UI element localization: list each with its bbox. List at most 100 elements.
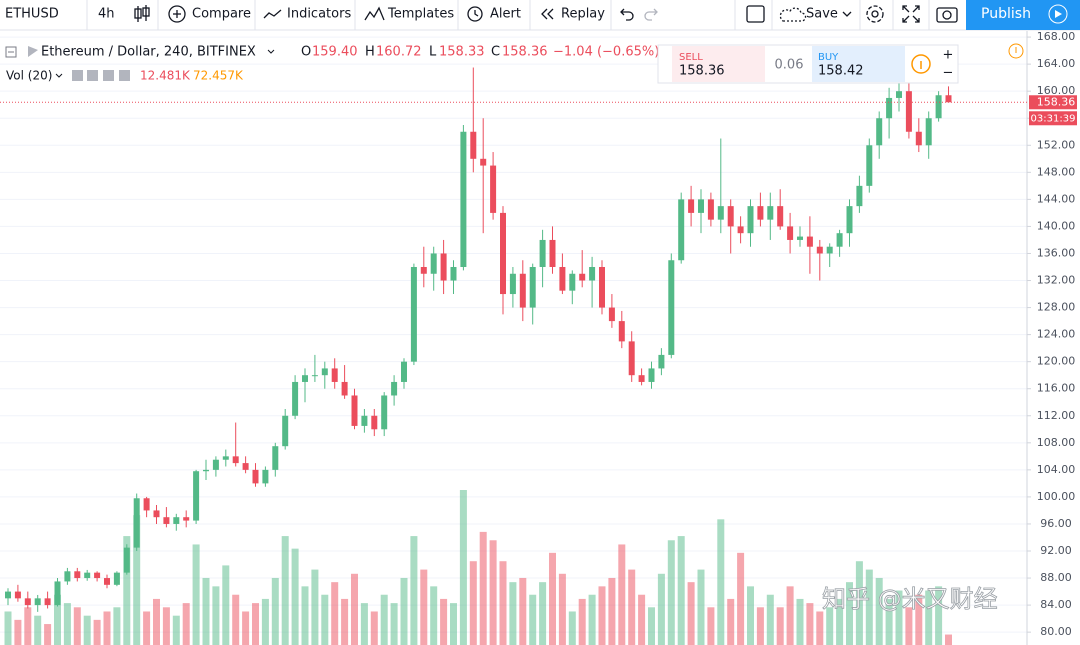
- candle-body: [569, 273, 576, 291]
- layout-icon[interactable]: [746, 5, 765, 23]
- replay-icon[interactable]: [541, 8, 554, 20]
- volume-bar: [192, 544, 200, 645]
- candle-body: [668, 260, 675, 355]
- buy-price[interactable]: 158.42: [818, 64, 864, 79]
- candle-body: [826, 246, 833, 254]
- sell-price[interactable]: 158.36: [679, 64, 725, 79]
- candle-body: [113, 572, 120, 585]
- buy-label[interactable]: BUY: [818, 52, 839, 63]
- templates-icon[interactable]: [364, 6, 385, 21]
- warning-icon[interactable]: [1008, 43, 1024, 59]
- volume-title: Vol (20): [6, 69, 52, 83]
- redo-icon[interactable]: [644, 8, 658, 21]
- settings-icon[interactable]: [866, 5, 884, 23]
- candle-body: [183, 517, 190, 521]
- volume-bar: [489, 540, 497, 645]
- volume-bar: [420, 569, 428, 645]
- volume-bar: [360, 603, 368, 645]
- publish[interactable]: Publish: [981, 6, 1031, 22]
- snapshot-icon[interactable]: [936, 7, 958, 23]
- volume-bar: [93, 619, 101, 645]
- volume-bar: [796, 598, 804, 645]
- volume-bar: [687, 582, 695, 645]
- indicators[interactable]: Indicators: [287, 7, 351, 22]
- volume-bar: [202, 577, 210, 645]
- candle-body: [777, 206, 784, 227]
- buy-button[interactable]: [812, 46, 905, 82]
- sell-label[interactable]: SELL: [679, 52, 703, 63]
- info-icon[interactable]: [911, 54, 931, 74]
- toolbar: ETHUSD 4h Compare Indicators Templates A…: [0, 0, 1080, 31]
- candle-body: [133, 498, 140, 548]
- candle-body: [816, 246, 823, 254]
- candle-body: [232, 456, 239, 464]
- candle-body: [5, 591, 11, 599]
- zoom-out[interactable]: −: [943, 66, 954, 81]
- watermark: 知乎 @米又财经: [822, 585, 998, 613]
- alert-icon[interactable]: [467, 6, 483, 22]
- countdown: 03:31:39: [1031, 113, 1076, 124]
- collapse-icon[interactable]: [5, 46, 17, 58]
- volume-bar: [212, 586, 220, 645]
- compare[interactable]: Compare: [192, 7, 251, 22]
- candle-body: [757, 206, 764, 220]
- volume-bar: [588, 594, 596, 645]
- volume-bar: [380, 594, 388, 645]
- ohlc-key: H: [365, 45, 375, 60]
- volume-bar: [440, 598, 448, 645]
- y-tick-label: 136.00: [1037, 246, 1076, 259]
- templates[interactable]: Templates: [387, 7, 454, 22]
- volume-bar: [410, 536, 418, 645]
- volume-menu[interactable]: [55, 73, 63, 78]
- volume-value: 12.481K: [140, 69, 191, 83]
- candle-body: [440, 253, 447, 281]
- candle-body: [282, 415, 289, 447]
- volume-bar: [737, 552, 745, 645]
- fullscreen-icon[interactable]: [902, 5, 920, 23]
- save-menu[interactable]: [842, 11, 852, 17]
- save-icon[interactable]: [779, 7, 807, 22]
- candle-body: [707, 199, 714, 220]
- replay[interactable]: Replay: [561, 7, 605, 22]
- undo-icon[interactable]: [620, 8, 634, 21]
- play-icon[interactable]: [1048, 4, 1068, 24]
- publish-button[interactable]: [966, 0, 1046, 30]
- volume-bar: [172, 615, 180, 645]
- candle-body: [331, 368, 338, 382]
- candle-body: [856, 185, 863, 207]
- alert[interactable]: Alert: [490, 7, 521, 22]
- candle-body: [262, 469, 269, 484]
- volume-bar: [905, 607, 913, 645]
- play-button[interactable]: [1046, 0, 1080, 30]
- volume-bar: [103, 611, 111, 645]
- volume-bar: [252, 603, 259, 645]
- volume-bar: [400, 577, 408, 645]
- candle-body: [94, 572, 101, 579]
- compare-icon[interactable]: [168, 5, 186, 23]
- chart-style-icon[interactable]: [134, 5, 150, 22]
- trade-panel: SELL 158.36 0.06 BUY 158.42 + −: [657, 43, 1024, 84]
- volume-bar: [430, 586, 438, 645]
- sell-button[interactable]: [672, 46, 765, 82]
- y-tick-label: 100.00: [1037, 490, 1076, 503]
- legend-menu[interactable]: [267, 49, 275, 54]
- volume-bar: [24, 607, 32, 645]
- y-tick-label: 96.00: [1040, 517, 1072, 530]
- volume-bar: [717, 519, 725, 645]
- save[interactable]: Save: [806, 7, 838, 22]
- candle-body: [559, 266, 566, 291]
- candle-body: [866, 145, 873, 186]
- candle-body: [173, 517, 180, 524]
- volume-bar: [113, 607, 121, 645]
- volume-controls[interactable]: [72, 70, 130, 81]
- candle-body: [321, 368, 328, 376]
- symbol[interactable]: ETHUSD: [5, 7, 59, 22]
- volume-bar: [895, 590, 903, 645]
- zoom-in[interactable]: +: [943, 48, 954, 63]
- interval[interactable]: 4h: [98, 7, 115, 22]
- candle-body: [311, 375, 318, 377]
- indicators-icon[interactable]: [263, 9, 282, 19]
- candle-body: [727, 206, 734, 227]
- y-tick-label: 168.00: [1037, 30, 1076, 43]
- volume-bar: [598, 586, 606, 645]
